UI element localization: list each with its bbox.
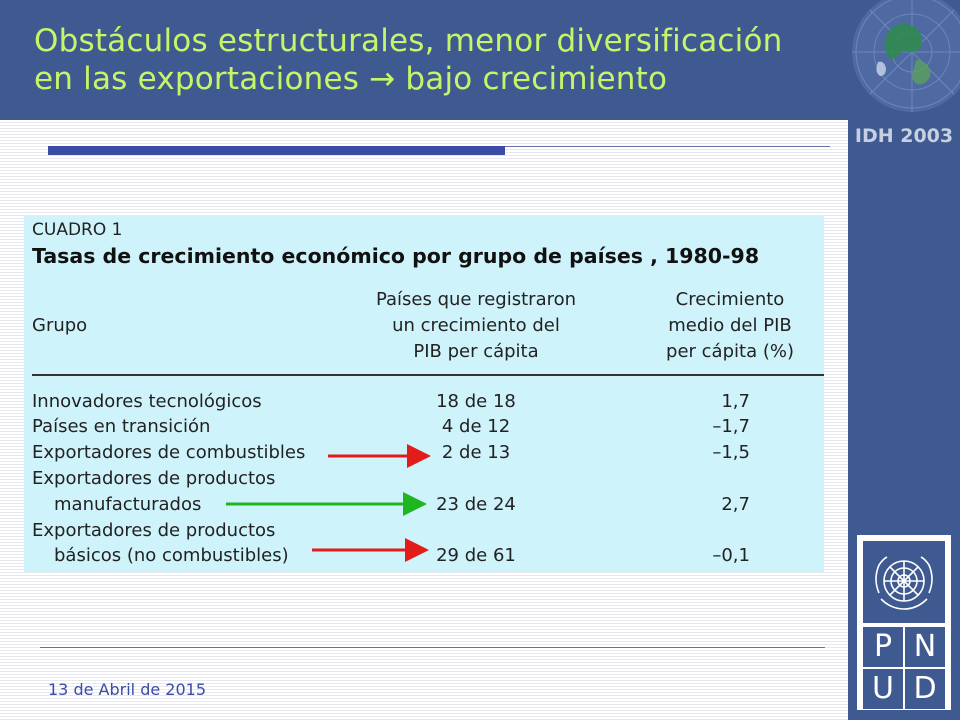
slide-header: Obstáculos estructurales, menor diversif… <box>0 0 960 120</box>
logo-letter: D <box>905 669 945 709</box>
idh-badge: IDH 2003 <box>854 125 954 147</box>
header-paises: Países que registraron un crecimiento de… <box>346 287 606 365</box>
header-crecimiento-line: Crecimiento <box>675 289 785 310</box>
row-crecimiento: –1,7 <box>712 416 750 437</box>
row-paises: 29 de 61 <box>436 545 516 566</box>
table-title: Tasas de crecimiento económico por grupo… <box>32 244 760 268</box>
row-grupo: manufacturados <box>54 494 202 515</box>
slide-title: Obstáculos estructurales, menor diversif… <box>34 22 864 98</box>
logo-letter: U <box>863 669 903 709</box>
logo-letter: N <box>905 627 945 667</box>
header-paises-line: PIB per cápita <box>413 341 539 362</box>
slide-date: 13 de Abril de 2015 <box>48 680 206 699</box>
header-rule <box>32 374 824 376</box>
title-underline-thin <box>505 146 830 147</box>
row-grupo: Exportadores de productos <box>32 520 276 541</box>
title-underline-bar <box>48 146 505 155</box>
row-crecimiento: 1,7 <box>721 391 750 412</box>
row-grupo: Innovadores tecnológicos <box>32 391 262 412</box>
un-emblem-icon <box>863 541 945 623</box>
header-paises-line: Países que registraron <box>375 289 577 310</box>
row-grupo: Exportadores de productos <box>32 468 276 489</box>
table-caption: CUADRO 1 <box>32 220 123 240</box>
row-paises: 23 de 24 <box>436 494 516 515</box>
row-grupo: básicos (no combustibles) <box>54 545 289 566</box>
row-crecimiento: 2,7 <box>721 494 750 515</box>
row-crecimiento: –1,5 <box>712 442 750 463</box>
row-crecimiento: –0,1 <box>712 545 750 566</box>
row-paises: 4 de 12 <box>441 416 511 437</box>
header-crecimiento-line: medio del PIB <box>668 315 792 336</box>
row-grupo: Países en transición <box>32 416 211 437</box>
footer-rule <box>40 647 825 648</box>
title-line-1: Obstáculos estructurales, menor diversif… <box>34 23 783 59</box>
row-grupo: Exportadores de combustibles <box>32 442 306 463</box>
header-crecimiento: Crecimiento medio del PIB per cápita (%) <box>644 287 816 365</box>
header-grupo: Grupo <box>32 315 88 336</box>
pnud-logo: P N U D <box>857 535 951 710</box>
row-paises: 18 de 18 <box>436 391 516 412</box>
globe-icon <box>850 0 960 120</box>
header-paises-line: un crecimiento del <box>392 315 560 336</box>
header-crecimiento-line: per cápita (%) <box>666 341 794 362</box>
row-paises: 2 de 13 <box>441 442 511 463</box>
logo-letter: P <box>863 627 903 667</box>
title-line-2: en las exportaciones → bajo crecimiento <box>34 61 668 97</box>
